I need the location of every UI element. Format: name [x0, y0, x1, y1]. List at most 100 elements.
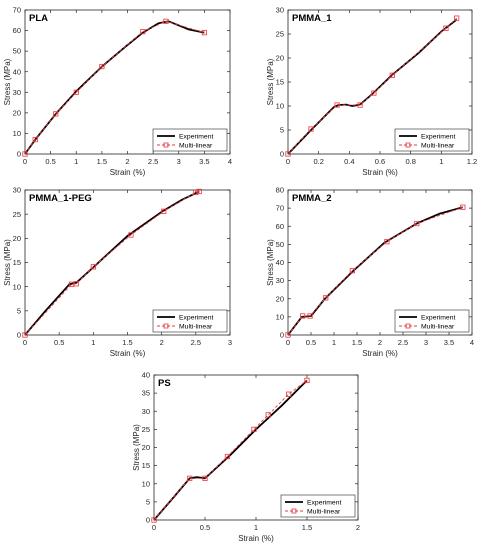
series-point-multilinear: [308, 126, 314, 132]
series-point-multilinear: [300, 313, 306, 319]
series-point-multilinear: [73, 281, 79, 287]
x-axis-label: Strain (%): [110, 349, 146, 358]
legend: Experiment Multi-linear: [152, 309, 228, 333]
y-tick-label: 40: [13, 67, 21, 76]
y-tick-label: 10: [13, 282, 21, 291]
x-tick-label: 1: [332, 338, 336, 347]
y-tick-label: 60: [276, 222, 284, 231]
y-tick-label: 70: [276, 204, 284, 213]
x-tick-label: 2: [125, 157, 129, 166]
legend-label-experiment: Experiment: [179, 314, 213, 321]
series-point-multilinear: [202, 475, 208, 481]
series-point-multilinear: [32, 136, 38, 143]
legend: Experiment Multi-linear: [394, 309, 470, 333]
series-point-multilinear: [90, 264, 96, 270]
x-tick-label: 0.5: [54, 338, 64, 347]
series-point-multilinear: [334, 102, 340, 108]
x-tick-label: 1: [254, 523, 258, 532]
x-tick-label: 3: [177, 157, 181, 166]
x-tick-label: 4: [228, 157, 232, 166]
y-tick-label: 25: [276, 30, 284, 39]
series-point-multilinear: [304, 377, 310, 384]
series-point-multilinear: [371, 90, 377, 96]
y-tick-label: 30: [276, 6, 284, 15]
y-tick-label: 0: [17, 150, 21, 159]
y-tick-label: 0: [146, 516, 150, 525]
y-tick-label: 40: [142, 371, 150, 380]
x-tick-label: 1.5: [97, 157, 107, 166]
y-tick-label: 50: [13, 47, 21, 56]
legend: Experiment Multi-linear: [280, 494, 356, 518]
y-tick-label: 5: [17, 306, 21, 315]
x-tick-label: 2: [378, 338, 382, 347]
x-tick-label: 1.5: [302, 523, 312, 532]
x-tick-label: 0: [152, 523, 156, 532]
series-point-multilinear: [73, 89, 79, 95]
legend: Experiment Multi-linear: [394, 128, 470, 152]
legend-label-experiment: Experiment: [421, 314, 455, 321]
x-tick-label: 0: [286, 338, 290, 347]
x-tick-label: 0.5: [306, 338, 316, 347]
legend-label-multilinear: Multi-linear: [179, 323, 213, 330]
legend-marker-multilinear: [163, 142, 169, 148]
x-tick-label: 1: [439, 157, 443, 166]
x-tick-label: 2.5: [398, 338, 408, 347]
y-tick-label: 10: [276, 102, 284, 111]
x-tick-label: 3: [424, 338, 428, 347]
series-point-multilinear: [201, 30, 207, 36]
x-tick-label: 1.5: [122, 338, 132, 347]
series-point-multilinear: [286, 391, 292, 397]
series-point-multilinear: [443, 25, 449, 31]
x-tick-label: 0: [23, 157, 27, 166]
series-point-multilinear: [307, 313, 313, 319]
legend-marker-multilinear: [405, 323, 411, 329]
x-tick-label: 1.5: [352, 338, 362, 347]
series-point-multilinear: [163, 18, 169, 24]
y-tick-label: 0: [280, 150, 284, 159]
y-tick-label: 25: [13, 210, 21, 219]
y-axis-label: Stress (MPa): [3, 58, 12, 105]
x-tick-label: 4: [470, 338, 474, 347]
series-point-multilinear: [414, 220, 420, 227]
y-axis-label: Stress (MPa): [266, 58, 275, 105]
series-point-multilinear: [161, 208, 167, 214]
y-tick-label: 30: [13, 88, 21, 97]
series-line-multilinear: [287, 206, 463, 336]
series-point-multilinear: [22, 151, 28, 157]
x-axis-label: Strain (%): [110, 168, 146, 177]
series-point-multilinear: [196, 188, 202, 195]
y-tick-label: 25: [142, 425, 150, 434]
series-line-multilinear: [287, 17, 458, 155]
legend-marker-multilinear: [163, 323, 169, 329]
y-tick-label: 50: [276, 240, 284, 249]
legend-label-experiment: Experiment: [307, 499, 341, 506]
legend: Experiment Multi-linear: [152, 128, 228, 152]
legend-label-multilinear: Multi-linear: [421, 323, 455, 330]
y-tick-label: 30: [13, 186, 21, 195]
series-line-multilinear: [24, 20, 205, 155]
series-point-multilinear: [265, 412, 271, 418]
legend-label-multilinear: Multi-linear: [307, 508, 341, 515]
x-tick-label: 0.2: [313, 157, 323, 166]
series-point-multilinear: [285, 332, 291, 338]
legend-label-experiment: Experiment: [421, 133, 455, 140]
x-tick-label: 0.6: [375, 157, 385, 166]
y-tick-label: 10: [142, 479, 150, 488]
x-axis-label: Strain (%): [362, 168, 398, 177]
series-point-multilinear: [151, 517, 157, 523]
series-point-multilinear: [128, 232, 134, 238]
chart-title: PMMA_1-PEG: [29, 193, 92, 204]
x-tick-label: 2.5: [148, 157, 158, 166]
y-tick-label: 5: [280, 126, 284, 135]
series-point-multilinear: [193, 189, 199, 196]
y-tick-label: 0: [280, 331, 284, 340]
x-tick-label: 0.5: [45, 157, 55, 166]
series-point-multilinear: [349, 268, 356, 274]
y-axis-label: Stress (MPa): [266, 239, 275, 286]
series-point-multilinear: [384, 239, 390, 245]
x-tick-label: 0: [286, 157, 290, 166]
y-tick-label: 40: [276, 258, 284, 267]
x-tick-label: 3: [228, 338, 232, 347]
